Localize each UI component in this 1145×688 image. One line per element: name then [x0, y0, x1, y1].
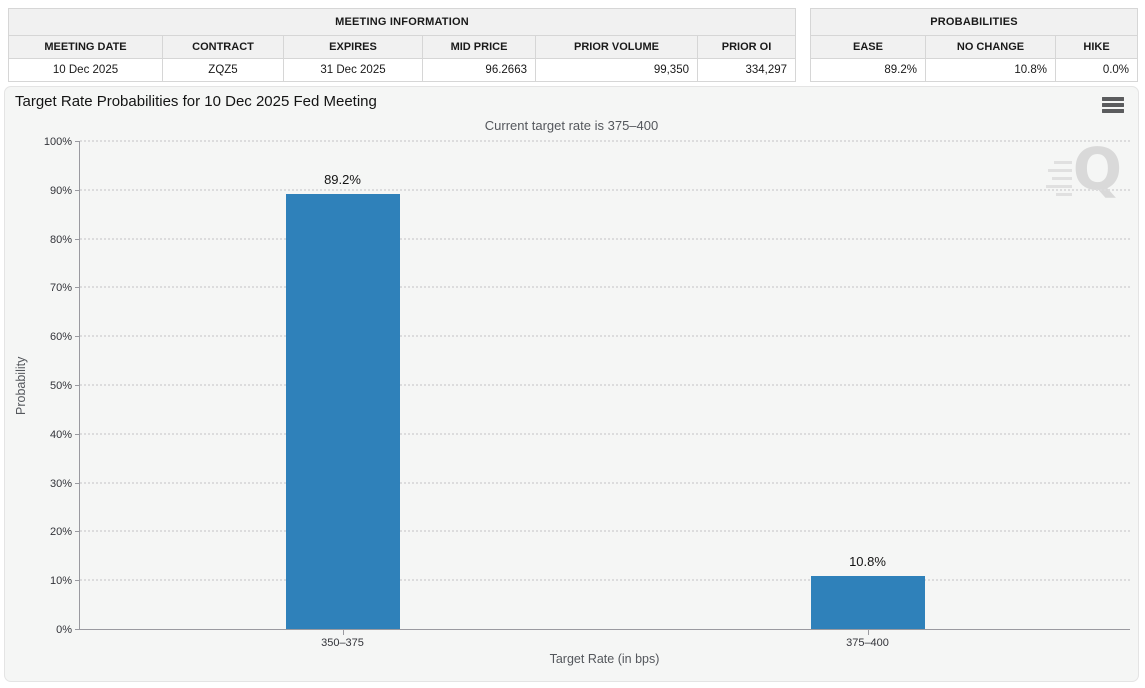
gridline [80, 188, 1130, 191]
meeting-information-table: MEETING INFORMATION MEETING DATE CONTRAC… [7, 8, 797, 82]
probabilities-table: PROBABILITIES EASE NO CHANGE HIKE 89.2% … [809, 8, 1139, 82]
meeting-date-value: 10 Dec 2025 [8, 58, 163, 82]
y-axis-tick-label: 50% [49, 380, 72, 392]
gridline [80, 530, 1130, 533]
col-header-prior-oi: PRIOR OI [696, 35, 797, 59]
probabilities-header-row: EASE NO CHANGE HIKE [810, 35, 1139, 59]
y-axis-tick-label: 80% [49, 233, 72, 246]
gridline [80, 286, 1130, 289]
expires-value: 31 Dec 2025 [283, 58, 423, 82]
chart-title: Target Rate Probabilities for 10 Dec 202… [15, 93, 377, 110]
y-axis-tick-label: 0% [56, 624, 72, 636]
bar-value-label: 89.2% [324, 171, 361, 187]
probabilities-value-row: 89.2% 10.8% 0.0% [810, 58, 1139, 82]
y-axis-tick [75, 238, 80, 240]
bar-350–375[interactable] [285, 193, 400, 629]
gridline [80, 140, 1130, 142]
y-axis-tick [75, 385, 80, 386]
no-change-value: 10.8% [925, 58, 1056, 82]
meeting-table-header-row: MEETING DATE CONTRACT EXPIRES MID PRICE … [8, 35, 797, 59]
y-axis-title: Probability [14, 356, 28, 415]
y-axis-tick [75, 629, 80, 630]
quikstrike-watermark-icon: Q [1046, 135, 1124, 213]
meeting-table-value-row: 10 Dec 2025 ZQZ5 31 Dec 2025 96.2663 99,… [8, 58, 797, 82]
gridline [80, 579, 1130, 582]
y-axis-tick-label: 10% [49, 575, 72, 588]
gridline [80, 384, 1130, 386]
y-axis-tick-label: 20% [49, 526, 72, 539]
y-axis-tick [75, 287, 80, 289]
y-axis-tick-label: 70% [49, 282, 72, 295]
bar-375–400[interactable] [810, 576, 925, 629]
chart-subtitle: Current target rate is 375–400 [484, 118, 659, 133]
prior-volume-value: 99,350 [535, 58, 698, 82]
y-axis-tick [75, 336, 80, 338]
contract-value: ZQZ5 [162, 58, 284, 82]
col-header-ease: EASE [810, 35, 926, 59]
x-axis-category-label: 350–375 [321, 637, 364, 649]
x-axis-category-label: 375–400 [846, 637, 889, 649]
col-header-no-change: NO CHANGE [925, 35, 1056, 59]
y-axis-tick [75, 482, 80, 484]
probabilities-table-title: PROBABILITIES [809, 8, 1139, 36]
y-axis-tick-label: 90% [49, 184, 72, 197]
y-axis-tick [75, 531, 80, 533]
gridline [80, 432, 1130, 435]
y-axis-tick [75, 433, 80, 435]
bar-value-label: 10.8% [849, 554, 886, 570]
ease-value: 89.2% [810, 58, 926, 82]
col-header-meeting-date: MEETING DATE [8, 35, 163, 59]
col-header-prior-volume: PRIOR VOLUME [535, 35, 698, 59]
y-axis-tick-label: 40% [49, 428, 72, 441]
col-header-expires: EXPIRES [283, 35, 423, 59]
fedwatch-chart-panel: Target Rate Probabilities for 10 Dec 202… [4, 86, 1139, 682]
prior-oi-value: 334,297 [696, 58, 797, 82]
gridline [80, 237, 1130, 240]
hike-value: 0.0% [1054, 58, 1139, 82]
meeting-table-title: MEETING INFORMATION [7, 8, 797, 36]
y-axis-tick-label: 30% [49, 477, 72, 490]
x-axis-tick [342, 630, 344, 635]
col-header-contract: CONTRACT [162, 35, 284, 59]
mid-price-value: 96.2663 [422, 58, 536, 82]
y-axis-tick-label: 100% [43, 136, 72, 148]
plot-area: Q 0% 10% 20% 30% 40% 50% 60% 70% 80% 90% 100% 89.2%… [44, 135, 1130, 649]
y-axis-tick-label: 60% [49, 331, 72, 344]
y-axis-tick [75, 580, 80, 582]
col-header-hike: HIKE [1054, 35, 1139, 59]
gridline [80, 481, 1130, 484]
gridline [80, 335, 1130, 338]
y-axis-tick [75, 189, 80, 191]
y-axis-tick [75, 141, 80, 142]
col-header-mid-price: MID PRICE [422, 35, 536, 59]
hamburger-menu-icon[interactable] [1102, 97, 1124, 113]
x-axis-tick [867, 630, 869, 635]
x-axis-title: Target Rate (in bps) [549, 652, 660, 666]
